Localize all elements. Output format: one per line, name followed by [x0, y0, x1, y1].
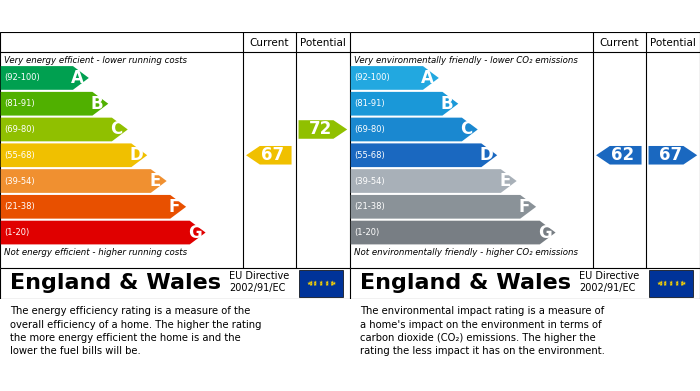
Text: (39-54): (39-54)	[355, 176, 385, 185]
Text: 72: 72	[309, 120, 332, 138]
Polygon shape	[351, 195, 536, 219]
Text: ★: ★	[658, 280, 663, 285]
Text: 67: 67	[261, 146, 284, 164]
Bar	[650, 270, 693, 297]
Text: ★: ★	[313, 282, 317, 287]
Text: ★: ★	[663, 280, 667, 285]
Text: G: G	[188, 224, 202, 242]
Text: (55-68): (55-68)	[4, 151, 35, 160]
Text: ★: ★	[319, 280, 323, 285]
Bar	[300, 270, 343, 297]
Text: 67: 67	[659, 146, 682, 164]
Text: E: E	[149, 172, 160, 190]
Text: England & Wales: England & Wales	[10, 273, 221, 294]
Text: ★: ★	[313, 280, 317, 285]
Text: ★: ★	[325, 280, 330, 285]
Text: EU Directive
2002/91/EC: EU Directive 2002/91/EC	[230, 271, 290, 293]
Text: E: E	[499, 172, 510, 190]
Text: ★: ★	[663, 282, 667, 287]
Text: ★: ★	[669, 282, 673, 287]
Text: Energy Efficiency Rating: Energy Efficiency Rating	[10, 9, 213, 23]
Text: (92-100): (92-100)	[4, 74, 41, 83]
Text: ★: ★	[319, 282, 323, 287]
Text: B: B	[441, 95, 454, 113]
Text: (55-68): (55-68)	[355, 151, 385, 160]
Polygon shape	[1, 169, 167, 193]
Polygon shape	[1, 66, 89, 90]
Polygon shape	[351, 169, 517, 193]
Text: (1-20): (1-20)	[355, 228, 380, 237]
Text: ★: ★	[681, 281, 685, 286]
Text: The energy efficiency rating is a measure of the
overall efficiency of a home. T: The energy efficiency rating is a measur…	[10, 307, 262, 356]
Polygon shape	[1, 118, 127, 141]
Text: B: B	[91, 95, 104, 113]
Polygon shape	[351, 118, 477, 141]
Text: EU Directive
2002/91/EC: EU Directive 2002/91/EC	[580, 271, 640, 293]
Text: ★: ★	[680, 280, 684, 285]
Text: F: F	[519, 198, 530, 216]
Text: A: A	[71, 69, 84, 87]
Text: (92-100): (92-100)	[355, 74, 391, 83]
Text: ★: ★	[658, 282, 663, 287]
Polygon shape	[351, 66, 439, 90]
Text: (81-91): (81-91)	[4, 99, 35, 108]
Text: ★: ★	[330, 282, 334, 287]
Text: Very energy efficient - lower running costs: Very energy efficient - lower running co…	[4, 56, 186, 65]
Polygon shape	[351, 221, 556, 244]
Text: (81-91): (81-91)	[355, 99, 385, 108]
Text: G: G	[538, 224, 552, 242]
Text: Potential: Potential	[650, 38, 696, 48]
Text: Current: Current	[250, 38, 289, 48]
Text: Not energy efficient - higher running costs: Not energy efficient - higher running co…	[4, 248, 187, 257]
Text: ★: ★	[669, 280, 673, 285]
Text: (1-20): (1-20)	[4, 228, 30, 237]
Text: (69-80): (69-80)	[4, 125, 35, 134]
Text: (21-38): (21-38)	[4, 202, 35, 211]
Polygon shape	[246, 146, 292, 165]
Polygon shape	[648, 146, 697, 165]
Text: ★: ★	[307, 281, 311, 286]
Text: ★: ★	[330, 280, 334, 285]
Polygon shape	[298, 120, 347, 139]
Polygon shape	[351, 92, 458, 116]
Polygon shape	[1, 195, 186, 219]
Text: ★: ★	[331, 281, 335, 286]
Text: 62: 62	[611, 146, 634, 164]
Text: The environmental impact rating is a measure of
a home's impact on the environme: The environmental impact rating is a mea…	[360, 307, 606, 356]
Text: ★: ★	[680, 282, 684, 287]
Text: Current: Current	[600, 38, 639, 48]
Text: C: C	[460, 120, 473, 138]
Text: ★: ★	[308, 280, 313, 285]
Text: (69-80): (69-80)	[355, 125, 385, 134]
Text: F: F	[169, 198, 180, 216]
Text: ★: ★	[675, 280, 680, 285]
Polygon shape	[1, 143, 147, 167]
Text: ★: ★	[675, 282, 680, 287]
Text: Not environmentally friendly - higher CO₂ emissions: Not environmentally friendly - higher CO…	[354, 248, 578, 257]
Text: ★: ★	[308, 282, 313, 287]
Polygon shape	[1, 92, 108, 116]
Text: ★: ★	[325, 282, 330, 287]
Text: Very environmentally friendly - lower CO₂ emissions: Very environmentally friendly - lower CO…	[354, 56, 578, 65]
Text: ★: ★	[657, 281, 661, 286]
Text: D: D	[130, 146, 144, 164]
Text: Environmental Impact (CO₂) Rating: Environmental Impact (CO₂) Rating	[360, 9, 650, 23]
Text: (39-54): (39-54)	[4, 176, 35, 185]
Polygon shape	[351, 143, 497, 167]
Text: Potential: Potential	[300, 38, 346, 48]
Text: D: D	[480, 146, 494, 164]
Text: C: C	[110, 120, 122, 138]
Text: (21-38): (21-38)	[355, 202, 385, 211]
Polygon shape	[596, 146, 641, 165]
Polygon shape	[1, 221, 206, 244]
Text: England & Wales: England & Wales	[360, 273, 571, 294]
Text: A: A	[421, 69, 434, 87]
